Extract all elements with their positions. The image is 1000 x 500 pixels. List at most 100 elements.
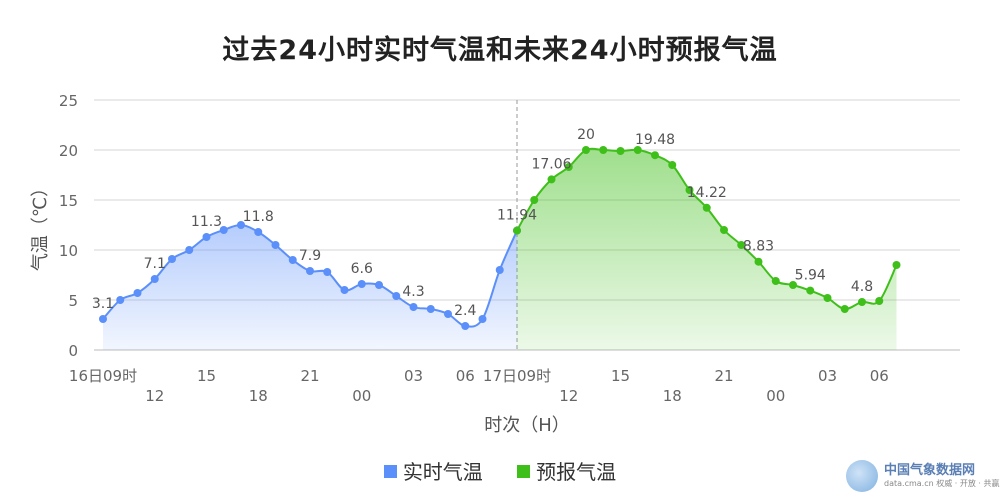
point-forecast xyxy=(823,294,832,302)
x-tick-label: 06 xyxy=(456,367,475,385)
point-forecast xyxy=(564,163,573,171)
point-forecast xyxy=(720,226,728,234)
point-realtime xyxy=(323,268,332,276)
x-tick-label: 21 xyxy=(714,367,733,385)
x-tick-label: 18 xyxy=(663,387,682,405)
legend-label-realtime: 实时气温 xyxy=(402,460,483,484)
x-tick-label: 16日09时 xyxy=(69,367,137,385)
y-axis-title: 气温（℃） xyxy=(30,179,51,271)
watermark-logo: 中国气象数据网 data.cma.cn 权威 · 开放 · 共赢 xyxy=(844,458,999,494)
x-tick-label: 03 xyxy=(404,367,423,385)
point-realtime xyxy=(392,292,401,300)
watermark-globe-icon xyxy=(846,460,878,492)
data-label-forecast: 14.22 xyxy=(687,185,727,201)
point-realtime xyxy=(426,305,435,313)
label-layer: 3.1 7.1 11.3 11.8 7.9 6.6 4.3 2.4 11.94 17.06 20 19… xyxy=(92,127,873,319)
point-forecast xyxy=(702,203,711,212)
point-realtime xyxy=(237,221,245,229)
data-label-realtime: 7.1 xyxy=(144,256,166,272)
point-forecast xyxy=(840,305,849,313)
legend-swatch-forecast xyxy=(517,465,531,478)
data-label-realtime: 7.9 xyxy=(299,248,321,264)
point-forecast xyxy=(858,298,866,306)
area-realtime xyxy=(103,224,517,350)
x-tick-label: 12 xyxy=(145,387,164,405)
legend-label-forecast: 预报气温 xyxy=(536,460,617,484)
data-label-realtime: 2.4 xyxy=(454,303,476,319)
x-tick-label: 17日09时 xyxy=(483,367,551,385)
point-realtime xyxy=(116,296,125,304)
x-tick-label: 00 xyxy=(352,387,371,405)
point-realtime xyxy=(340,286,349,294)
y-tick-label: 15 xyxy=(59,192,78,210)
point-realtime xyxy=(168,255,176,263)
point-forecast xyxy=(513,226,521,235)
x-tick-label: 03 xyxy=(818,367,837,385)
legend-item-forecast[interactable]: 预报气温 xyxy=(517,456,616,485)
point-realtime xyxy=(444,310,452,318)
data-label-realtime: 11.3 xyxy=(191,214,222,230)
x-tick-label: 21 xyxy=(300,367,319,385)
x-axis-title: 时次（H） xyxy=(484,415,570,436)
data-label-forecast: 8.83 xyxy=(743,239,774,255)
legend-item-realtime[interactable]: 实时气温 xyxy=(383,456,483,485)
data-label-forecast: 19.48 xyxy=(635,132,675,148)
point-realtime xyxy=(254,228,263,236)
x-tick-label: 15 xyxy=(611,367,630,385)
data-label-forecast: 5.94 xyxy=(795,268,826,284)
point-realtime xyxy=(150,275,159,283)
data-label-forecast: 20 xyxy=(577,127,595,143)
point-realtime xyxy=(357,280,366,288)
axis-layer: 0 5 10 15 20 25 16日09时 15 21 03 06 17日09时 15 21 03 06 12… xyxy=(59,92,889,405)
data-label-realtime: 6.6 xyxy=(351,261,373,277)
watermark-url: data.cma.cn 权威 · 开放 · 共赢 xyxy=(884,479,1000,488)
point-forecast xyxy=(651,151,659,160)
data-label-realtime: 3.1 xyxy=(92,296,114,312)
point-forecast xyxy=(616,147,625,155)
watermark-site-name: 中国气象数据网 xyxy=(884,463,976,478)
point-forecast xyxy=(754,257,763,266)
point-realtime xyxy=(461,322,470,330)
point-realtime xyxy=(219,226,228,234)
point-realtime xyxy=(409,303,418,311)
data-label-realtime: 11.94 xyxy=(497,208,537,224)
legend-swatch-realtime xyxy=(383,465,397,478)
point-forecast xyxy=(668,161,677,169)
point-forecast xyxy=(530,196,539,204)
point-realtime xyxy=(478,315,487,323)
area-forecast xyxy=(517,148,897,350)
point-forecast xyxy=(547,175,556,184)
point-realtime xyxy=(375,281,383,289)
point-realtime xyxy=(202,233,211,241)
data-label-forecast: 4.8 xyxy=(851,279,873,295)
x-tick-label: 06 xyxy=(870,367,889,385)
chart-title: 过去24小时实时气温和未来24小时预报气温 xyxy=(222,35,778,66)
point-forecast xyxy=(737,241,746,249)
y-tick-label: 0 xyxy=(68,342,78,360)
legend: 实时气温 预报气温 xyxy=(0,456,1000,485)
point-realtime xyxy=(306,267,314,275)
x-tick-label: 18 xyxy=(249,387,268,405)
x-tick-label: 00 xyxy=(766,387,785,405)
data-label-forecast: 17.06 xyxy=(531,156,571,172)
point-realtime xyxy=(495,266,504,274)
point-forecast xyxy=(685,186,694,194)
data-label-realtime: 4.3 xyxy=(402,284,424,300)
area-layer xyxy=(103,148,897,350)
y-tick-label: 10 xyxy=(59,242,78,260)
point-forecast xyxy=(789,281,797,289)
point-realtime xyxy=(185,246,194,254)
point-realtime xyxy=(271,241,280,249)
data-label-realtime: 11.8 xyxy=(243,209,274,225)
y-tick-label: 20 xyxy=(59,142,78,160)
y-tick-label: 25 xyxy=(59,92,78,110)
x-tick-label: 15 xyxy=(197,367,216,385)
point-forecast xyxy=(582,146,590,154)
point-layer xyxy=(99,146,901,330)
point-realtime xyxy=(99,315,107,323)
point-realtime xyxy=(133,289,142,297)
point-forecast xyxy=(875,297,884,305)
point-forecast xyxy=(633,146,642,154)
point-forecast xyxy=(771,277,780,285)
